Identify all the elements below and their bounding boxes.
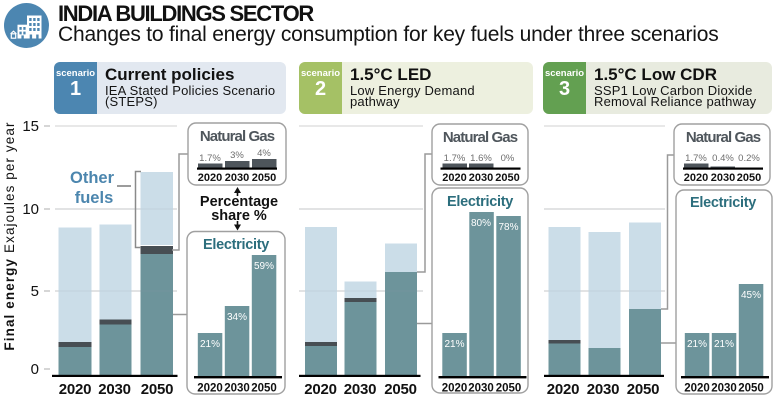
svg-text:2020: 2020 — [684, 383, 710, 395]
svg-text:4%: 4% — [257, 148, 271, 159]
svg-text:2020: 2020 — [59, 381, 92, 398]
svg-text:21%: 21% — [714, 339, 734, 350]
svg-text:Final energy Exajoules per yea: Final energy Exajoules per year — [2, 121, 17, 350]
svg-text:2050: 2050 — [496, 383, 522, 395]
svg-text:21%: 21% — [687, 339, 707, 350]
svg-text:59%: 59% — [254, 261, 274, 272]
svg-text:2020: 2020 — [442, 172, 466, 184]
svg-text:2030: 2030 — [225, 172, 249, 184]
svg-text:45%: 45% — [741, 290, 761, 301]
svg-text:2020: 2020 — [442, 383, 468, 395]
svg-text:2030: 2030 — [469, 172, 493, 184]
svg-text:2030: 2030 — [224, 383, 250, 395]
svg-text:5: 5 — [31, 283, 39, 300]
svg-text:2050: 2050 — [737, 172, 761, 184]
svg-text:1.7%: 1.7% — [444, 153, 466, 164]
svg-text:2050: 2050 — [252, 172, 276, 184]
svg-text:2030: 2030 — [711, 172, 735, 184]
svg-text:0.4%: 0.4% — [712, 153, 734, 164]
svg-text:2050: 2050 — [141, 381, 174, 398]
svg-text:fuels: fuels — [75, 189, 114, 207]
svg-text:0.2%: 0.2% — [738, 153, 760, 164]
svg-text:1.7%: 1.7% — [685, 153, 707, 164]
svg-text:share %: share % — [211, 208, 267, 224]
svg-text:2050: 2050 — [495, 172, 519, 184]
svg-text:2050: 2050 — [738, 383, 764, 395]
svg-text:Natural Gas: Natural Gas — [686, 129, 761, 146]
svg-text:Natural Gas: Natural Gas — [200, 128, 275, 145]
svg-text:1.6%: 1.6% — [470, 153, 492, 164]
svg-text:3%: 3% — [230, 150, 244, 161]
svg-text:2030: 2030 — [98, 381, 131, 398]
svg-text:2030: 2030 — [468, 383, 494, 395]
svg-text:2030: 2030 — [587, 381, 620, 398]
svg-text:34%: 34% — [227, 312, 247, 323]
svg-text:2020: 2020 — [684, 172, 708, 184]
svg-text:15: 15 — [22, 118, 39, 135]
svg-text:21%: 21% — [200, 339, 220, 350]
svg-text:0%: 0% — [501, 153, 515, 164]
svg-text:2050: 2050 — [384, 381, 417, 398]
svg-text:2020: 2020 — [547, 381, 580, 398]
svg-text:2030: 2030 — [711, 383, 737, 395]
svg-text:1.7%: 1.7% — [199, 153, 221, 164]
svg-text:2030: 2030 — [344, 381, 377, 398]
svg-text:Percentage: Percentage — [200, 194, 278, 210]
svg-text:2020: 2020 — [197, 383, 223, 395]
svg-text:Electricity: Electricity — [690, 195, 756, 211]
svg-text:2020: 2020 — [304, 381, 337, 398]
svg-text:Electricity: Electricity — [447, 194, 513, 210]
svg-text:21%: 21% — [444, 339, 464, 350]
svg-text:2020: 2020 — [198, 172, 222, 184]
svg-text:10: 10 — [22, 201, 39, 218]
svg-text:0: 0 — [31, 361, 39, 378]
svg-text:2050: 2050 — [251, 383, 277, 395]
svg-text:78%: 78% — [498, 222, 518, 233]
svg-text:80%: 80% — [471, 218, 491, 229]
svg-text:Natural Gas: Natural Gas — [443, 129, 518, 146]
svg-text:2050: 2050 — [627, 381, 660, 398]
svg-text:Electricity: Electricity — [203, 237, 269, 253]
svg-text:Other: Other — [70, 169, 115, 187]
